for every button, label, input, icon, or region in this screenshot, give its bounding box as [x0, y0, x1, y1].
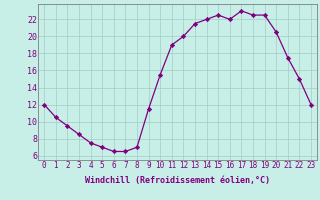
X-axis label: Windchill (Refroidissement éolien,°C): Windchill (Refroidissement éolien,°C): [85, 176, 270, 185]
